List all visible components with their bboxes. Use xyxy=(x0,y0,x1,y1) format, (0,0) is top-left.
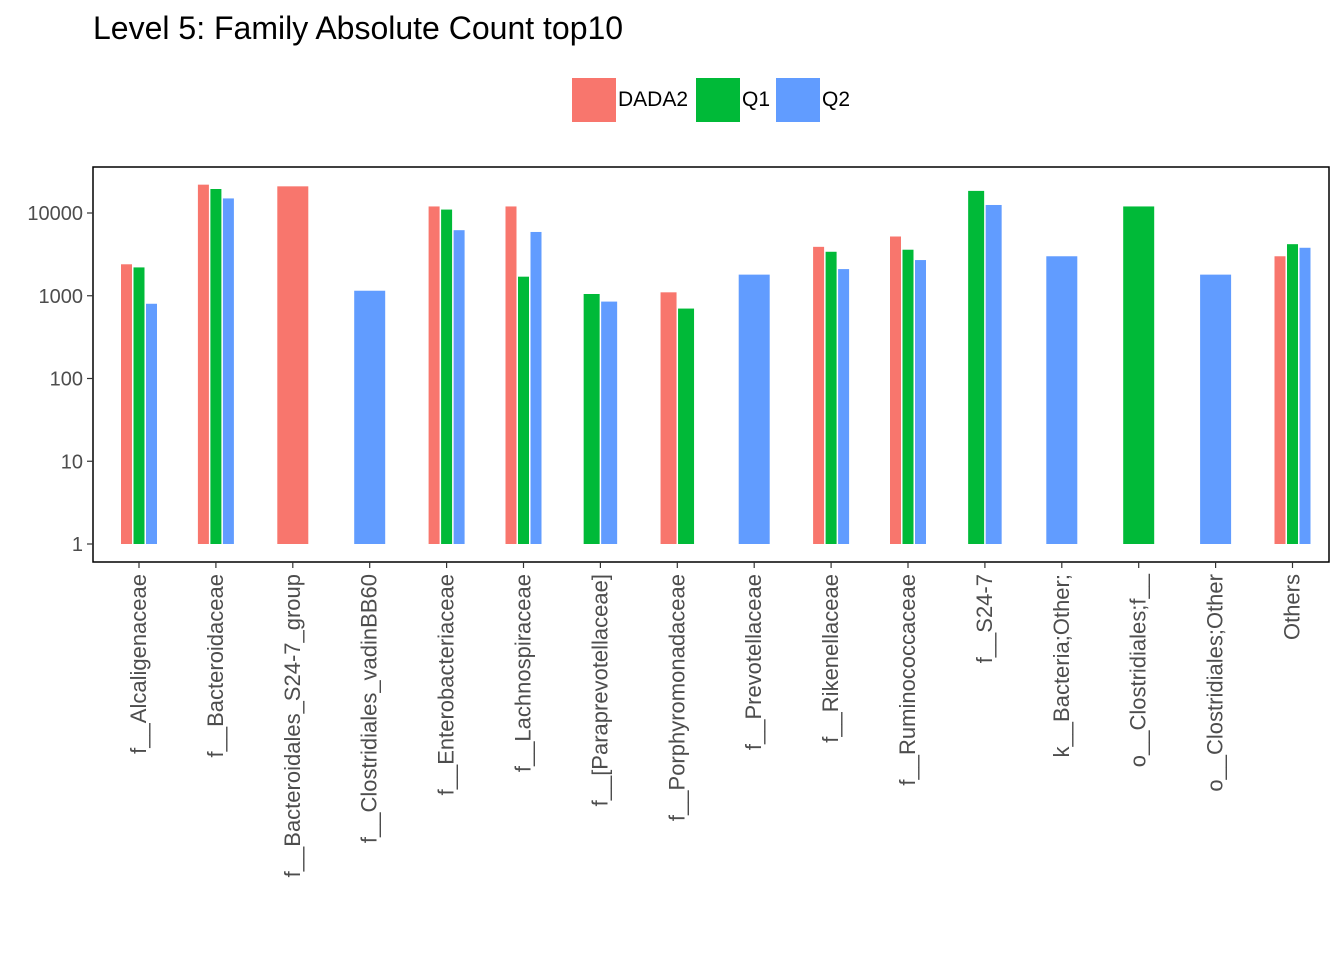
bar-q1-1 xyxy=(210,188,222,544)
y-tick-label: 10 xyxy=(61,451,83,473)
bar-q1-13 xyxy=(1123,206,1155,544)
bar-q1-6 xyxy=(583,293,600,544)
bar-q2-9 xyxy=(838,269,850,544)
bar-q1-15 xyxy=(1287,244,1298,544)
legend-label-q1: Q1 xyxy=(742,88,771,111)
x-tick-label: f__Alcaligenaceae xyxy=(126,574,151,754)
bar-dada2-0 xyxy=(121,264,132,544)
bar-dada2-4 xyxy=(428,206,440,544)
panel-border xyxy=(92,166,1330,563)
legend-label-q2: Q2 xyxy=(822,88,851,111)
chart-title: Level 5: Family Absolute Count top10 xyxy=(93,10,624,46)
bar-q2-11 xyxy=(985,204,1002,544)
x-tick-label: f__Clostridiales_vadinBB60 xyxy=(357,574,382,843)
x-tick-label: f__Enterobacteriaceae xyxy=(434,574,459,795)
bar-q1-5 xyxy=(518,276,529,544)
bar-dada2-9 xyxy=(813,246,825,544)
x-tick-label: k__Bacteria;Other; xyxy=(1049,574,1074,757)
bar-q1-10 xyxy=(902,249,914,544)
legend-swatch-dada2 xyxy=(572,78,616,122)
bar-q2-14 xyxy=(1200,274,1232,544)
bar-dada2-2 xyxy=(277,186,309,544)
legend-label-dada2: DADA2 xyxy=(618,88,689,111)
bar-dada2-1 xyxy=(197,184,209,544)
bar-q1-11 xyxy=(968,190,985,544)
bar-q2-8 xyxy=(738,274,770,544)
x-tick-label: f__Bacteroidales_S24-7_group xyxy=(280,574,305,877)
y-tick-label: 10000 xyxy=(27,203,83,225)
bar-q2-15 xyxy=(1299,247,1311,545)
x-tick-label: f__Ruminococcaceae xyxy=(895,574,920,786)
x-tick-label: f__S24-7 xyxy=(972,574,997,663)
bar-q2-5 xyxy=(530,231,542,545)
x-tick-label: o__Clostridiales;Other xyxy=(1203,574,1228,792)
x-tick-label: o__Clostridiales;f__ xyxy=(1126,573,1151,767)
x-tick-label: f__Lachnospiraceae xyxy=(511,574,536,772)
x-tick-label: f__Bacteroidaceae xyxy=(203,574,228,757)
legend-swatch-q1 xyxy=(696,78,740,122)
bar-dada2-5 xyxy=(505,206,517,544)
x-tick-label: f__[Paraprevotellaceae] xyxy=(587,574,612,806)
bar-q2-0 xyxy=(146,303,157,544)
bar-q2-3 xyxy=(354,290,386,544)
y-tick-label: 1000 xyxy=(39,286,84,308)
bar-q2-4 xyxy=(453,230,465,545)
bar-q2-12 xyxy=(1046,256,1078,544)
x-tick-label: Others xyxy=(1280,574,1305,640)
legend-swatch-q2 xyxy=(776,78,820,122)
bar-dada2-7 xyxy=(660,292,677,544)
bar-q1-7 xyxy=(678,308,695,544)
bar-q2-10 xyxy=(915,260,926,544)
bar-dada2-15 xyxy=(1274,256,1286,544)
bar-q1-4 xyxy=(441,209,453,544)
y-tick-label: 100 xyxy=(50,369,83,391)
bar-q2-6 xyxy=(601,301,618,544)
x-tick-label: f__Rikenellaceae xyxy=(818,574,843,743)
bar-dada2-10 xyxy=(890,236,901,544)
bar-q1-0 xyxy=(133,267,145,544)
bar-q2-1 xyxy=(222,198,234,544)
x-tick-label: f__Porphyromonadaceae xyxy=(664,574,689,821)
x-tick-label: f__Prevotellaceae xyxy=(741,574,766,750)
y-tick-label: 1 xyxy=(72,534,83,556)
bar-q1-9 xyxy=(825,251,837,544)
